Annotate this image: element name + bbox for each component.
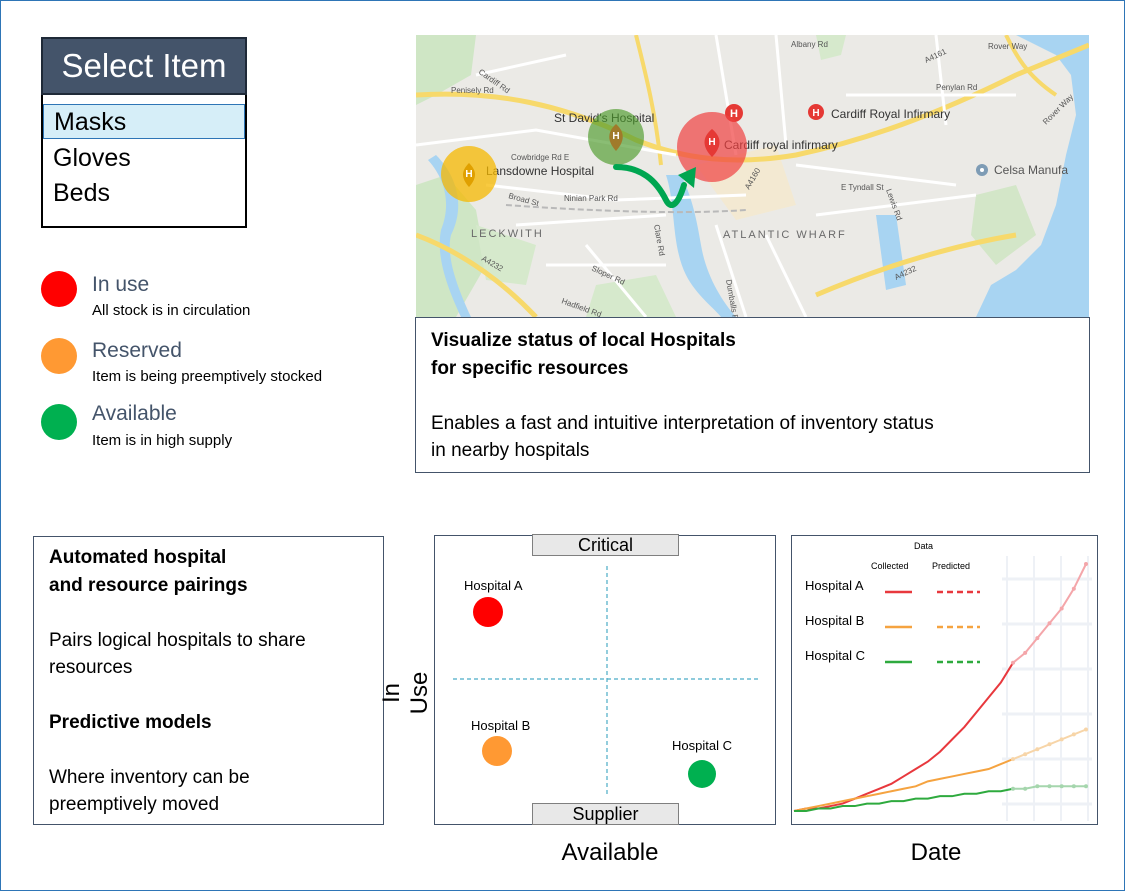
line-chart-plot bbox=[793, 556, 1092, 821]
legend-in-use-title: In use bbox=[92, 273, 150, 296]
series-point-predicted bbox=[1035, 636, 1040, 641]
svg-text:H: H bbox=[465, 169, 472, 180]
hospital-map[interactable]: Albany Rd Rover Way A4161 Penylan Rd Pen… bbox=[416, 35, 1089, 317]
series-point-predicted bbox=[1084, 562, 1088, 566]
feature-text-predictive-line1: Where inventory can be bbox=[49, 767, 250, 788]
map-street-label: Cowbridge Rd E bbox=[511, 153, 569, 162]
legend-reserved-title: Reserved bbox=[92, 339, 182, 362]
svg-text:H: H bbox=[612, 131, 619, 142]
map-street-label: Ninian Park Rd bbox=[564, 194, 618, 203]
map-label-leckwith: LECKWITH bbox=[471, 228, 544, 240]
hospital-marker-icon: H bbox=[704, 129, 720, 157]
line-legend-hospital-b: Hospital B bbox=[805, 613, 865, 628]
series-point-predicted bbox=[1047, 784, 1052, 789]
features-box: Automated hospital and resource pairings… bbox=[33, 536, 384, 825]
series-point-predicted bbox=[1059, 784, 1064, 789]
series-line-collected bbox=[794, 787, 1014, 812]
svg-text:H: H bbox=[730, 108, 738, 120]
feature-text-pairings-line2: resources bbox=[49, 657, 133, 678]
quadrant-label-hospital-a: Hospital A bbox=[464, 578, 523, 593]
quadrant-x-axis-label: Available bbox=[561, 839, 659, 866]
series-point-predicted bbox=[1035, 747, 1040, 752]
map-label-cardiff-royal: Cardiff Royal Infirmary bbox=[831, 107, 950, 121]
legend-reserved-desc: Item is being preemptively stocked bbox=[92, 368, 323, 385]
feature-heading-pairings-line1: Automated hospital bbox=[49, 547, 227, 568]
quadrant-label-hospital-c: Hospital C bbox=[672, 738, 732, 753]
legend-available-desc: Item is in high supply bbox=[92, 432, 233, 449]
line-legend-predicted-header: Predicted bbox=[932, 561, 971, 571]
hospital-marker-icon: H bbox=[609, 124, 623, 151]
svg-text:H: H bbox=[708, 137, 715, 148]
series-point-predicted bbox=[1084, 784, 1088, 789]
feature-text-predictive-line2: preemptively moved bbox=[49, 794, 220, 815]
feature-heading-pairings-line2: and resource pairings bbox=[49, 575, 248, 596]
quadrant-label-hospital-b: Hospital B bbox=[471, 718, 531, 733]
map-label-atlantic-wharf: ATLANTIC WHARF bbox=[723, 229, 847, 241]
map-street-label: Albany Rd bbox=[791, 40, 828, 49]
hospital-marker-icon: H bbox=[463, 163, 475, 187]
quadrant-chart: Hospital A Hospital B Hospital C bbox=[434, 535, 776, 825]
series-point-predicted bbox=[1023, 786, 1028, 791]
select-item-header[interactable]: Select Item bbox=[41, 37, 247, 95]
quadrant-y-axis-label: In Use bbox=[378, 671, 433, 715]
line-legend-hospital-c: Hospital C bbox=[805, 648, 865, 663]
feature-text-pairings-line1: Pairs logical hospitals to share bbox=[49, 630, 306, 651]
quadrant-point-hospital-c bbox=[688, 760, 716, 788]
quadrant-supplier-label: Supplier bbox=[532, 803, 679, 825]
series-point-predicted bbox=[1084, 727, 1088, 732]
quadrant-point-hospital-a bbox=[473, 597, 503, 627]
series-point-predicted bbox=[1023, 752, 1028, 757]
map-label-cardiff-royal-lower: Cardiff royal infirmary bbox=[724, 138, 838, 152]
visualize-info-box: Visualize status of local Hospitals for … bbox=[415, 317, 1090, 473]
select-option-masks[interactable]: Masks bbox=[43, 104, 245, 139]
quadrant-point-hospital-b bbox=[482, 736, 512, 766]
line-chart-x-axis-label: Date bbox=[910, 839, 962, 866]
series-point-predicted bbox=[1071, 586, 1076, 591]
svg-text:H: H bbox=[812, 108, 819, 119]
hospital-marker-icon: H bbox=[808, 104, 824, 120]
series-line-collected bbox=[793, 662, 1014, 812]
map-label-celsa: Celsa Manufa bbox=[994, 163, 1068, 177]
series-point-predicted bbox=[1011, 786, 1015, 791]
legend-available-title: Available bbox=[92, 402, 177, 425]
quadrant-critical-label: Critical bbox=[532, 534, 679, 556]
select-item-title: Select Item bbox=[61, 47, 227, 84]
feature-heading-predictive: Predictive models bbox=[49, 712, 212, 733]
series-point-predicted bbox=[1023, 650, 1028, 655]
series-line-collected bbox=[793, 758, 1014, 812]
line-chart: Data Collected Predicted Hospital A Hosp… bbox=[791, 535, 1098, 825]
legend-in-use-dot bbox=[41, 271, 77, 307]
line-legend-collected-header: Collected bbox=[871, 561, 909, 571]
info-title-line2: for specific resources bbox=[431, 358, 629, 379]
series-point-predicted bbox=[1059, 606, 1064, 611]
select-item-list: Masks Gloves Beds bbox=[41, 95, 247, 228]
series-point-predicted bbox=[1011, 660, 1015, 665]
info-title-line1: Visualize status of local Hospitals bbox=[431, 330, 736, 351]
series-point-predicted bbox=[1071, 784, 1076, 789]
map-label-lansdowne: Lansdowne Hospital bbox=[486, 164, 594, 178]
line-legend-hospital-a: Hospital A bbox=[805, 578, 864, 593]
legend-available-dot bbox=[41, 404, 77, 440]
select-option-gloves[interactable]: Gloves bbox=[53, 144, 131, 172]
location-pin-icon bbox=[976, 164, 988, 176]
map-street-label: E Tyndall St bbox=[841, 183, 884, 192]
legend-in-use-desc: All stock is in circulation bbox=[92, 302, 251, 319]
series-point-predicted bbox=[1047, 742, 1052, 747]
series-point-predicted bbox=[1059, 737, 1064, 742]
series-point-predicted bbox=[1011, 757, 1015, 762]
map-street-label: Penisely Rd bbox=[451, 86, 494, 95]
info-body-line1: Enables a fast and intuitive interpretat… bbox=[431, 413, 934, 434]
map-street-label: Penylan Rd bbox=[936, 83, 977, 92]
map-street-label: Rover Way bbox=[988, 42, 1027, 51]
transfer-arrow-icon bbox=[613, 164, 696, 208]
series-point-predicted bbox=[1035, 784, 1040, 789]
info-body-line2: in nearby hospitals bbox=[431, 440, 590, 461]
series-point-predicted bbox=[1071, 732, 1076, 737]
line-legend-title: Data bbox=[914, 541, 934, 551]
series-point-predicted bbox=[1047, 621, 1052, 626]
select-option-beds[interactable]: Beds bbox=[53, 179, 110, 207]
legend-reserved-dot bbox=[41, 338, 77, 374]
